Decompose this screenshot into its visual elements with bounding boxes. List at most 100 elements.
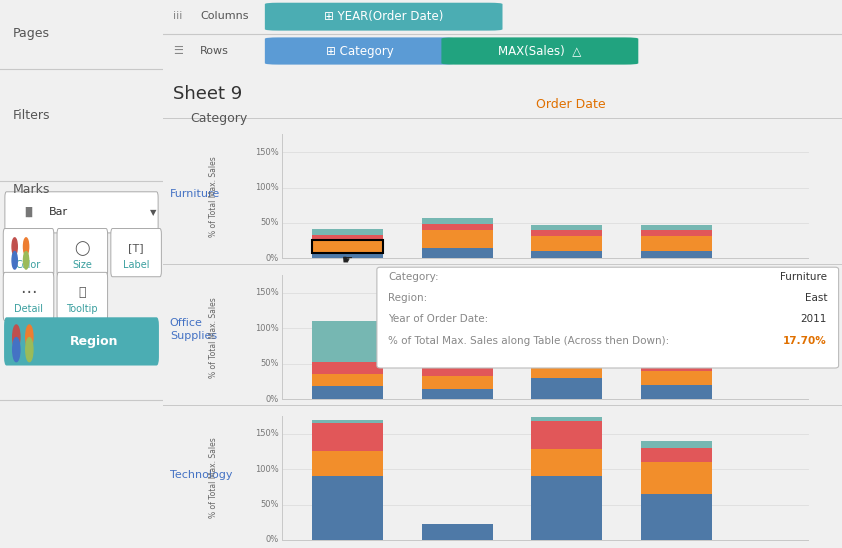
Bar bbox=[531, 421, 603, 449]
Bar bbox=[531, 378, 603, 399]
Bar bbox=[641, 385, 712, 399]
Bar bbox=[312, 253, 383, 258]
Text: 100%: 100% bbox=[254, 465, 279, 473]
Bar bbox=[312, 476, 383, 540]
Circle shape bbox=[24, 238, 29, 255]
Text: 0%: 0% bbox=[265, 254, 279, 263]
Bar bbox=[312, 229, 383, 235]
Text: % of Total Max. Sales: % of Total Max. Sales bbox=[210, 297, 218, 378]
FancyBboxPatch shape bbox=[265, 37, 455, 65]
Text: Category:: Category: bbox=[388, 272, 439, 282]
Text: 0%: 0% bbox=[265, 395, 279, 404]
Text: 17.70%: 17.70% bbox=[783, 336, 827, 346]
Text: [T]: [T] bbox=[128, 243, 144, 253]
Bar bbox=[641, 441, 712, 448]
FancyBboxPatch shape bbox=[265, 3, 503, 31]
Text: ⋯: ⋯ bbox=[20, 283, 37, 301]
Circle shape bbox=[12, 238, 18, 255]
Text: ⊞ Category: ⊞ Category bbox=[326, 44, 394, 58]
Text: Region:: Region: bbox=[388, 293, 428, 303]
Text: Order Date: Order Date bbox=[536, 98, 605, 111]
Text: Sheet 9: Sheet 9 bbox=[173, 85, 242, 103]
Text: 💬: 💬 bbox=[78, 286, 86, 299]
Text: 150%: 150% bbox=[254, 147, 279, 157]
Text: 50%: 50% bbox=[260, 500, 279, 509]
Bar bbox=[312, 386, 383, 399]
Bar bbox=[0, 0, 163, 68]
Bar bbox=[312, 321, 383, 362]
Text: ▼: ▼ bbox=[150, 208, 157, 217]
Bar bbox=[531, 348, 603, 358]
Circle shape bbox=[13, 338, 20, 362]
Text: ⊞ YEAR(Order Date): ⊞ YEAR(Order Date) bbox=[324, 10, 444, 23]
Bar bbox=[422, 376, 493, 389]
Text: Tooltip: Tooltip bbox=[67, 304, 99, 313]
Text: 50%: 50% bbox=[260, 359, 279, 368]
Circle shape bbox=[26, 338, 33, 362]
Text: ☛: ☛ bbox=[342, 253, 354, 266]
Text: iii: iii bbox=[173, 10, 183, 21]
FancyBboxPatch shape bbox=[57, 272, 108, 321]
Text: 2011: 2011 bbox=[801, 315, 827, 324]
Bar bbox=[641, 230, 712, 236]
Text: Technology: Technology bbox=[170, 470, 232, 480]
Bar bbox=[531, 358, 603, 378]
Text: 50%: 50% bbox=[260, 219, 279, 227]
Bar bbox=[531, 225, 603, 230]
Text: Category: Category bbox=[190, 112, 248, 125]
Text: Furniture: Furniture bbox=[780, 272, 827, 282]
Text: Year of Order Date:: Year of Order Date: bbox=[388, 315, 488, 324]
Text: 100%: 100% bbox=[254, 324, 279, 333]
Bar bbox=[0, 68, 163, 181]
Bar bbox=[0, 181, 163, 400]
Circle shape bbox=[13, 325, 20, 349]
Text: MAX(Sales)  △: MAX(Sales) △ bbox=[498, 44, 582, 58]
Bar bbox=[422, 248, 493, 258]
Bar bbox=[312, 420, 383, 423]
Text: Bar: Bar bbox=[49, 207, 68, 218]
Text: Color: Color bbox=[16, 260, 41, 270]
Text: Marks: Marks bbox=[13, 182, 51, 196]
Text: Pages: Pages bbox=[13, 27, 50, 41]
Text: 150%: 150% bbox=[254, 429, 279, 438]
Bar bbox=[312, 362, 383, 374]
Text: % of Total Max. Sales along Table (Across then Down):: % of Total Max. Sales along Table (Acros… bbox=[388, 336, 669, 346]
Bar bbox=[312, 235, 383, 240]
Bar bbox=[531, 236, 603, 250]
Bar bbox=[641, 236, 712, 250]
Bar bbox=[422, 524, 493, 540]
Bar bbox=[531, 476, 603, 540]
Bar bbox=[312, 452, 383, 476]
Bar bbox=[641, 342, 712, 361]
Bar bbox=[641, 250, 712, 258]
Bar bbox=[312, 240, 383, 253]
Circle shape bbox=[26, 325, 33, 349]
Text: Columns: Columns bbox=[200, 10, 249, 21]
Text: Furniture: Furniture bbox=[170, 189, 220, 198]
Text: ▐▌: ▐▌ bbox=[21, 207, 36, 218]
Circle shape bbox=[24, 252, 29, 269]
FancyBboxPatch shape bbox=[111, 229, 162, 277]
Bar bbox=[312, 374, 383, 386]
Bar bbox=[531, 449, 603, 476]
Bar bbox=[531, 333, 603, 348]
FancyBboxPatch shape bbox=[377, 267, 839, 368]
Text: Label: Label bbox=[123, 260, 149, 270]
Bar bbox=[531, 250, 603, 258]
Bar bbox=[641, 462, 712, 494]
FancyBboxPatch shape bbox=[5, 192, 158, 233]
Text: % of Total Max. Sales: % of Total Max. Sales bbox=[210, 438, 218, 518]
Bar bbox=[641, 494, 712, 540]
Bar bbox=[422, 389, 493, 399]
Bar bbox=[422, 218, 493, 224]
Text: Region: Region bbox=[70, 335, 119, 348]
FancyBboxPatch shape bbox=[4, 317, 159, 366]
Text: 0%: 0% bbox=[265, 535, 279, 545]
Text: 150%: 150% bbox=[254, 288, 279, 298]
Bar bbox=[641, 225, 712, 230]
Text: ◯: ◯ bbox=[75, 241, 90, 255]
FancyBboxPatch shape bbox=[3, 229, 54, 277]
Bar bbox=[641, 361, 712, 371]
Bar bbox=[422, 230, 493, 248]
Text: Filters: Filters bbox=[13, 109, 51, 122]
